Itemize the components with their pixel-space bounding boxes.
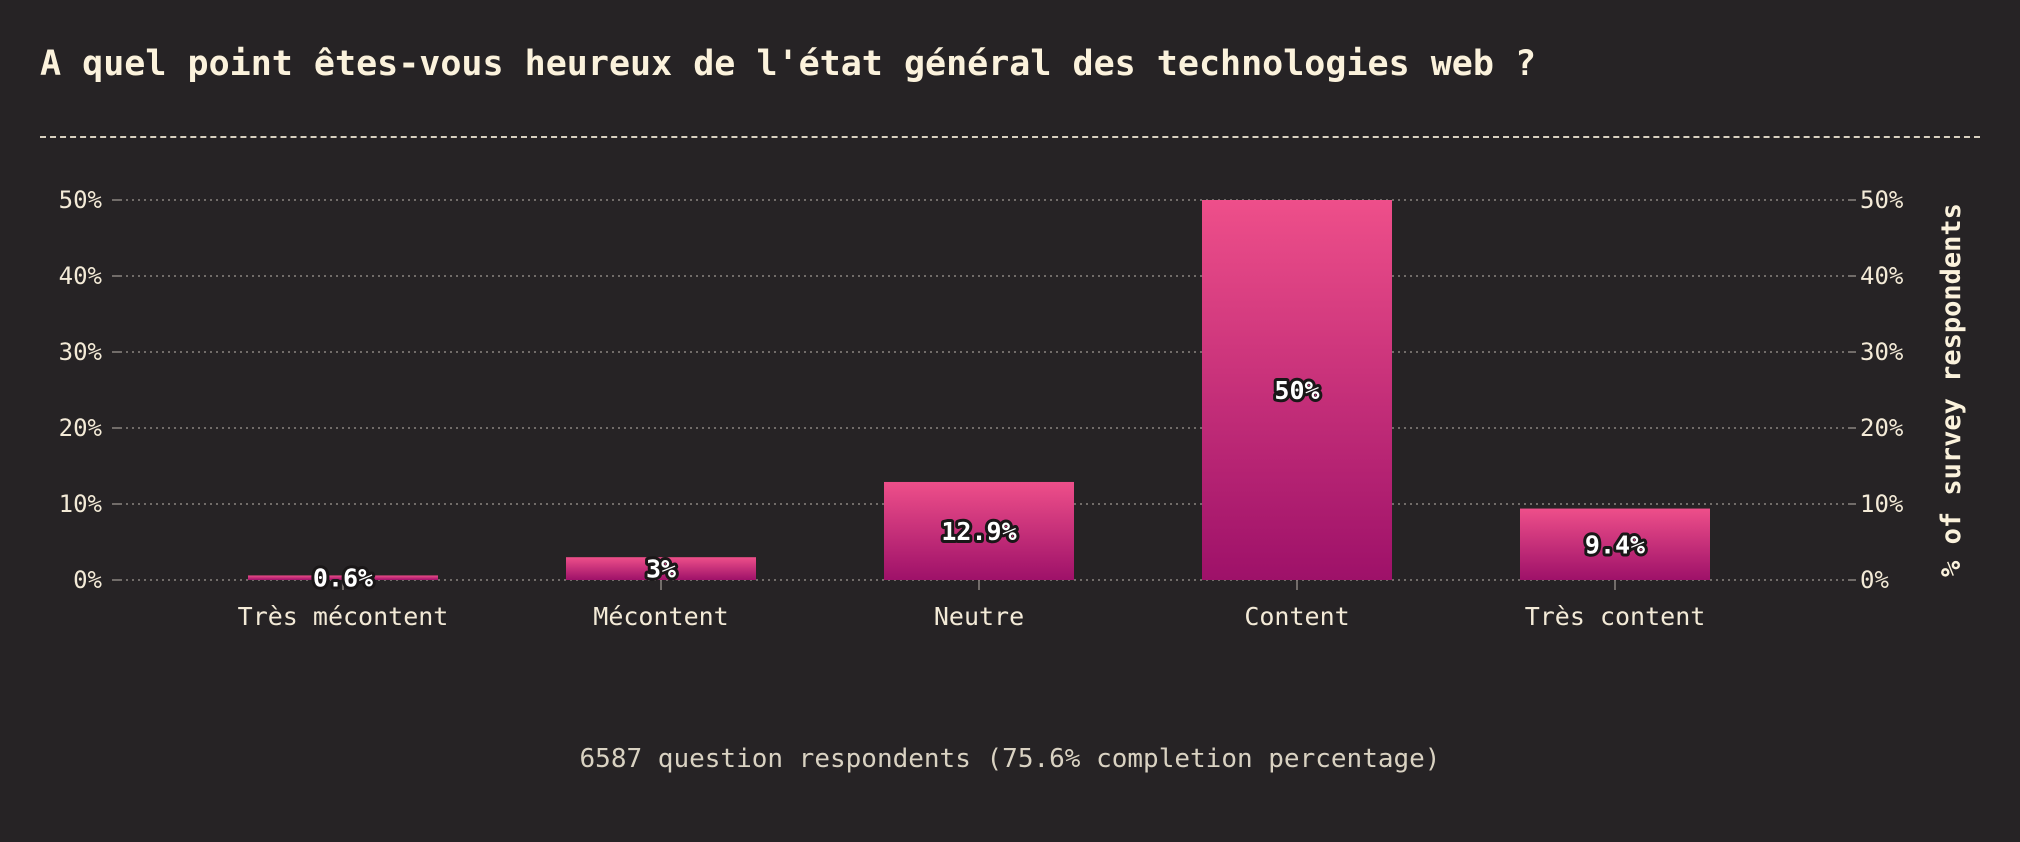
y-tick-label-left: 10% — [59, 490, 103, 518]
title-divider — [40, 136, 1980, 138]
category-label: Content — [1244, 602, 1349, 631]
y-tick-label-left: 40% — [59, 262, 103, 290]
bar-value-label: 12.9% — [941, 517, 1016, 546]
y-tick-label-right: 30% — [1860, 338, 1904, 366]
y-tick-label-right: 20% — [1860, 414, 1904, 442]
category-label: Neutre — [934, 602, 1024, 631]
bar — [566, 557, 756, 580]
bar — [884, 481, 1074, 580]
y-tick-label-right: 50% — [1860, 186, 1904, 214]
category-label: Très mécontent — [238, 602, 449, 631]
bar — [248, 575, 438, 580]
chart-title: A quel point êtes-vous heureux de l'état… — [40, 44, 1537, 84]
y-tick-label-left: 20% — [59, 414, 103, 442]
y-tick-label-left: 30% — [59, 338, 103, 366]
y-axis-title: % of survey respondents — [1936, 203, 1967, 577]
bar-value-label: 3% — [646, 555, 676, 584]
bar-value-label: 9.4% — [1585, 530, 1645, 559]
y-tick-label-left: 50% — [59, 186, 103, 214]
y-tick-label-right: 0% — [1860, 566, 1889, 594]
category-label: Mécontent — [593, 602, 728, 631]
y-tick-label-right: 40% — [1860, 262, 1904, 290]
category-label: Très content — [1525, 602, 1706, 631]
bar-value-label: 50% — [1274, 376, 1319, 405]
y-tick-label-left: 0% — [73, 566, 102, 594]
respondents-footnote: 6587 question respondents (75.6% complet… — [579, 744, 1441, 774]
bar-value-label: 0.6% — [313, 564, 373, 593]
y-tick-label-right: 10% — [1860, 490, 1904, 518]
bar — [1520, 508, 1710, 580]
bar — [1202, 200, 1392, 580]
